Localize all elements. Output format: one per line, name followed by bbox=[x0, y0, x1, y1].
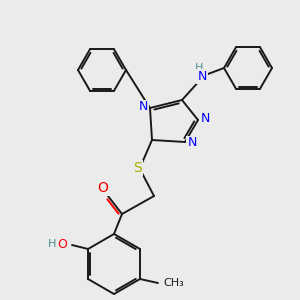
Text: O: O bbox=[57, 238, 67, 250]
Text: H: H bbox=[195, 63, 203, 73]
Text: CH₃: CH₃ bbox=[163, 278, 184, 288]
Text: O: O bbox=[98, 181, 108, 195]
Text: S: S bbox=[134, 161, 142, 175]
Text: N: N bbox=[187, 136, 197, 149]
Text: H: H bbox=[48, 239, 56, 249]
Text: N: N bbox=[138, 100, 148, 113]
Text: N: N bbox=[197, 70, 207, 83]
Text: N: N bbox=[200, 112, 210, 124]
